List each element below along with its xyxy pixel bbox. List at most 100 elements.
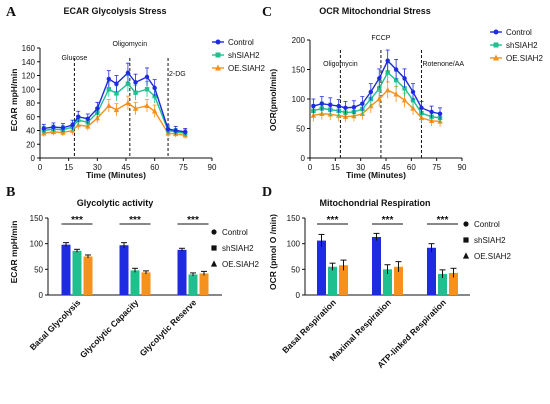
data-point	[144, 74, 150, 80]
y-tick-label: 150	[292, 66, 306, 75]
legend-label: OE.SIAH2	[222, 260, 259, 269]
y-axis-label: OCR(pmol/min)	[268, 69, 278, 131]
y-tick-label: 80	[26, 99, 35, 108]
panel-letter-d: D	[262, 185, 272, 200]
data-point	[385, 70, 390, 75]
bar-oe-siah2	[394, 266, 403, 295]
legend-marker	[462, 252, 470, 259]
data-point	[76, 114, 81, 119]
x-tick-label: 30	[93, 163, 102, 172]
chart-title: OCR Mitochondrial Stress	[319, 6, 431, 16]
x-tick-label: 30	[356, 163, 365, 172]
data-point	[410, 105, 416, 111]
legend-label: OE.SIAH2	[474, 252, 511, 261]
chart-title: ECAR Glycolysis Stress	[63, 6, 166, 16]
y-tick-label: 0	[39, 291, 44, 300]
data-point	[377, 86, 382, 91]
legend-label: shSIAH2	[222, 244, 254, 253]
data-point	[393, 77, 399, 83]
data-point	[152, 85, 157, 91]
legend-marker	[493, 42, 499, 48]
x-tick-label: Glycolytic Reserve	[138, 297, 199, 358]
y-tick-label: 0	[296, 291, 301, 300]
series-control	[41, 62, 188, 136]
y-tick-label: 150	[30, 214, 44, 223]
panel-letter-c: C	[262, 5, 272, 20]
legend-label: shSIAH2	[228, 51, 260, 60]
x-tick-label: Maximal Respiration	[327, 297, 393, 363]
bar-control	[177, 249, 187, 295]
data-point	[360, 101, 365, 106]
legend-label: Control	[474, 220, 500, 229]
legend-marker	[493, 29, 499, 35]
y-tick-label: 200	[292, 36, 306, 45]
legend-label: shSIAH2	[474, 236, 506, 245]
legend-label: shSIAH2	[506, 41, 538, 50]
data-point	[393, 91, 399, 97]
injection-label: Glucose	[62, 55, 88, 62]
data-point	[419, 105, 424, 111]
x-tick-label: 90	[208, 163, 217, 172]
y-tick-label: 0	[31, 154, 36, 163]
data-point	[393, 67, 399, 72]
injection-label: Oligomycin	[323, 61, 358, 68]
data-point	[402, 86, 407, 91]
x-tick-label: Basal Respiration	[280, 297, 338, 355]
legend-marker	[215, 52, 221, 58]
significance-stars: ***	[327, 215, 339, 226]
x-tick-label: 0	[308, 163, 313, 172]
y-tick-label: 140	[22, 58, 36, 67]
significance-stars: ***	[437, 215, 449, 226]
legend-marker	[210, 260, 218, 267]
legend-marker	[211, 229, 217, 235]
bar-shsiah2	[130, 270, 140, 295]
legend-label: OE.SIAH2	[228, 64, 265, 73]
data-point	[385, 58, 390, 63]
injection-label: Rotenone/AA	[422, 61, 464, 68]
data-point	[311, 103, 316, 109]
x-tick-label: Glycolytic Capacity	[78, 297, 141, 360]
data-point	[384, 86, 391, 93]
bar-control	[61, 244, 71, 295]
bar-oe-siah2	[199, 273, 209, 295]
data-point	[410, 97, 416, 103]
data-point	[51, 124, 56, 130]
bar-shsiah2	[72, 250, 82, 295]
chart-title: Glycolytic activity	[77, 198, 154, 208]
y-tick-label: 50	[296, 125, 305, 134]
y-tick-label: 50	[291, 265, 300, 274]
data-point	[343, 105, 348, 111]
x-tick-label: 45	[122, 163, 131, 172]
bar-control	[372, 236, 381, 295]
y-tick-label: 100	[30, 240, 44, 249]
series-line	[43, 71, 186, 133]
legend-label: OE.SIAH2	[506, 54, 543, 63]
legend-label: Control	[228, 38, 254, 47]
data-point	[173, 128, 178, 133]
significance-stars: ***	[382, 215, 394, 226]
injection-label: FCCP	[371, 35, 390, 42]
data-point	[133, 90, 138, 95]
y-tick-label: 50	[34, 265, 43, 274]
significance-stars: ***	[129, 215, 141, 226]
data-point	[106, 102, 112, 108]
data-point	[144, 102, 150, 108]
data-point	[410, 89, 416, 95]
data-point	[133, 80, 138, 85]
y-axis-label: ECAR mpH/min	[9, 221, 19, 284]
data-point	[114, 81, 119, 86]
bar-oe-siah2	[449, 272, 458, 295]
data-point	[165, 126, 171, 132]
injection-label: 2-DG	[169, 71, 186, 78]
data-point	[402, 76, 407, 81]
data-point	[125, 81, 131, 86]
legend-marker	[215, 39, 221, 45]
x-axis-label: Time (Minutes)	[346, 170, 406, 180]
data-point	[125, 70, 131, 75]
data-point	[377, 76, 382, 81]
series-line	[43, 82, 186, 134]
data-point	[85, 116, 90, 122]
bar-shsiah2	[328, 266, 337, 295]
legend-marker	[493, 54, 499, 61]
data-point	[70, 122, 75, 128]
